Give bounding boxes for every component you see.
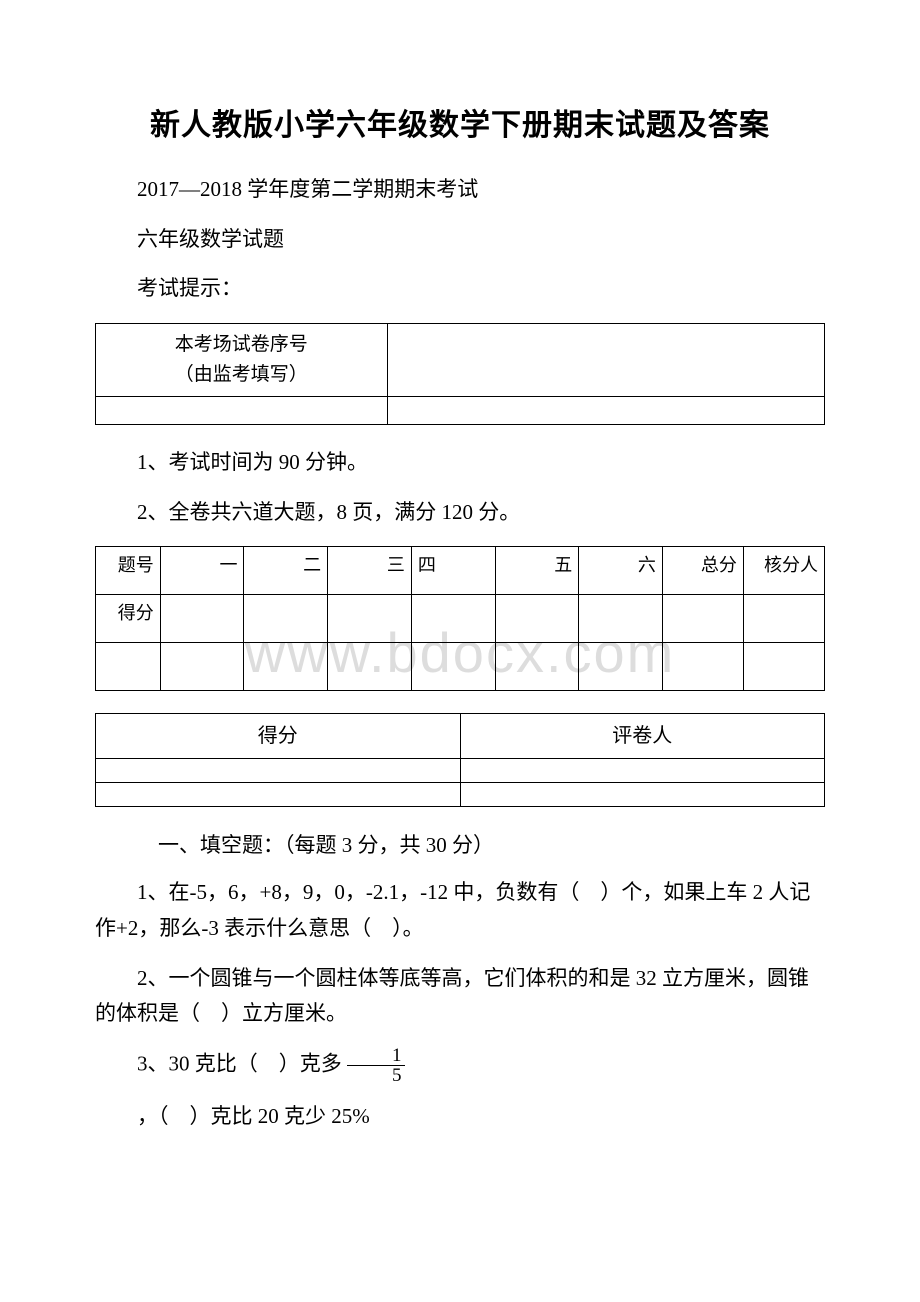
empty-cell [411, 643, 495, 691]
score-col-3: 三 [328, 547, 412, 595]
table-row: 本考场试卷序号 （由监考填写） [96, 323, 825, 397]
empty-cell [96, 643, 161, 691]
fraction-numerator: 1 [347, 1046, 405, 1066]
table-row [96, 397, 825, 425]
empty-cell [495, 595, 579, 643]
score-table: 题号 一 二 三 四 五 六 总分 核分人 得分 [95, 546, 825, 691]
question-2: 2、一个圆锥与一个圆柱体等底等高，它们体积的和是 32 立方厘米，圆锥的体积是（… [95, 961, 825, 1032]
score-col-2: 二 [244, 547, 328, 595]
score-col-1: 一 [160, 547, 244, 595]
empty-cell [460, 759, 825, 783]
question-3b: ，（ ）克比 20 克少 25% [95, 1099, 825, 1135]
empty-cell [328, 595, 412, 643]
fraction-icon: 1 5 [347, 1046, 405, 1085]
empty-cell [96, 759, 461, 783]
section-1-head: 一、填空题：（每题 3 分，共 30 分） [95, 829, 825, 859]
empty-cell [579, 643, 663, 691]
table-row: 得分 评卷人 [96, 714, 825, 759]
empty-cell [495, 643, 579, 691]
table-row: 题号 一 二 三 四 五 六 总分 核分人 [96, 547, 825, 595]
grader-person-label: 评卷人 [460, 714, 825, 759]
exam-seq-note: （由监考填写） [104, 360, 379, 390]
score-row-label: 题号 [96, 547, 161, 595]
empty-cell [579, 595, 663, 643]
year-line: 2017—2018 学年度第二学期期末考试 [95, 174, 825, 206]
tip-2: 2、全卷共六道大题，8 页，满分 120 分。 [95, 497, 825, 529]
score-col-5: 五 [495, 547, 579, 595]
score-sum-label: 总分 [662, 547, 743, 595]
score-col-6: 六 [579, 547, 663, 595]
question-3a: 3、30 克比（ ）克多 1 5 [95, 1046, 825, 1085]
exam-info-table: 本考场试卷序号 （由监考填写） [95, 323, 825, 426]
document-title: 新人教版小学六年级数学下册期末试题及答案 [95, 100, 825, 144]
empty-cell [96, 397, 388, 425]
empty-cell [244, 643, 328, 691]
score-row2-label: 得分 [96, 595, 161, 643]
empty-cell [662, 595, 743, 643]
empty-cell [743, 595, 824, 643]
score-checker-label: 核分人 [743, 547, 824, 595]
table-row [96, 783, 825, 807]
empty-cell [96, 783, 461, 807]
fraction-denominator: 5 [347, 1066, 405, 1085]
empty-cell [160, 595, 244, 643]
grader-table: 得分 评卷人 [95, 713, 825, 807]
empty-cell [387, 397, 824, 425]
question-1: 1、在-5，6，+8，9，0，-2.1，-12 中，负数有（ ）个，如果上车 2… [95, 875, 825, 946]
document-content: 新人教版小学六年级数学下册期末试题及答案 2017—2018 学年度第二学期期末… [95, 100, 825, 1135]
tips-label: 考试提示： [95, 273, 825, 305]
empty-cell [411, 595, 495, 643]
exam-seq-cell: 本考场试卷序号 （由监考填写） [96, 323, 388, 397]
grader-score-label: 得分 [96, 714, 461, 759]
empty-cell [328, 643, 412, 691]
score-col-4: 四 [411, 547, 495, 595]
tip-1: 1、考试时间为 90 分钟。 [95, 447, 825, 479]
empty-cell [460, 783, 825, 807]
empty-cell [244, 595, 328, 643]
subject-line: 六年级数学试题 [95, 224, 825, 256]
empty-cell [387, 323, 824, 397]
empty-cell [160, 643, 244, 691]
table-row [96, 759, 825, 783]
q3-text-a: 3、30 克比（ ）克多 [137, 1051, 342, 1075]
table-row [96, 643, 825, 691]
exam-seq-label: 本考场试卷序号 [104, 330, 379, 360]
empty-cell [743, 643, 824, 691]
table-row: 得分 [96, 595, 825, 643]
empty-cell [662, 643, 743, 691]
